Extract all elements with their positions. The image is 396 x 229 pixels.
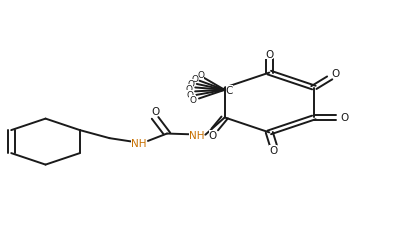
- Text: O: O: [189, 95, 196, 104]
- Text: O: O: [187, 90, 193, 99]
- Text: O: O: [269, 146, 277, 156]
- Text: O: O: [186, 85, 192, 94]
- Text: O: O: [209, 130, 217, 140]
- Text: O: O: [265, 49, 273, 60]
- Text: O: O: [197, 71, 204, 80]
- Text: O: O: [151, 107, 159, 117]
- Text: O: O: [187, 80, 194, 89]
- Text: O: O: [331, 69, 340, 79]
- Text: C: C: [226, 85, 233, 95]
- Text: O: O: [191, 75, 198, 84]
- Text: NH: NH: [189, 130, 204, 140]
- Text: O: O: [341, 113, 349, 123]
- Text: NH: NH: [131, 138, 147, 148]
